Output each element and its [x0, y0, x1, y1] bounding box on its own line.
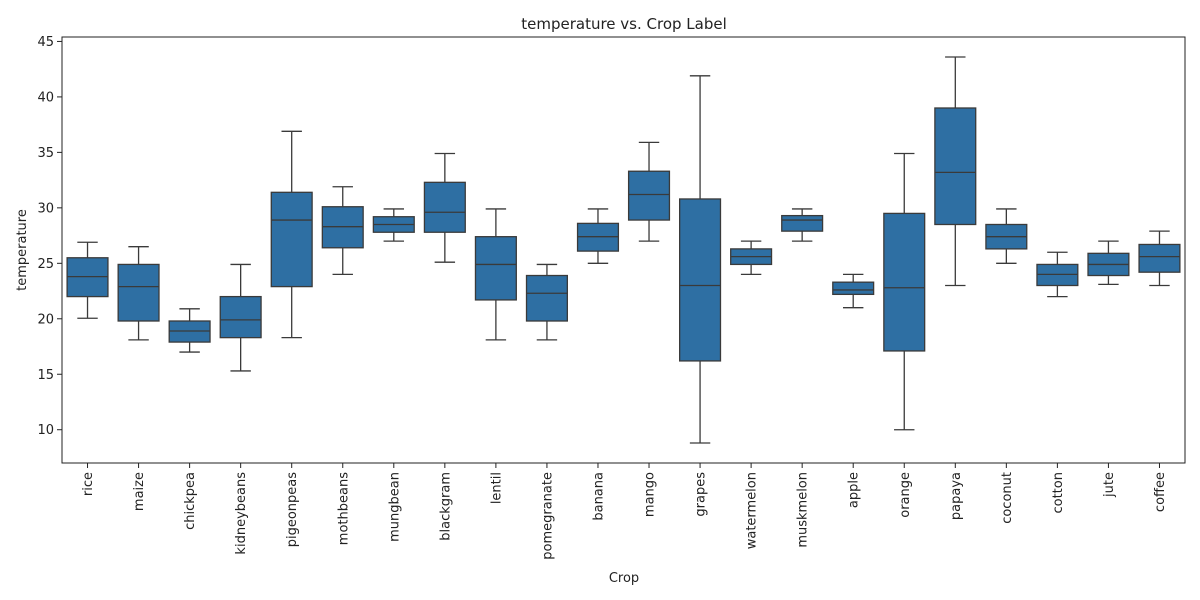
y-tick-label: 30	[37, 201, 54, 216]
box-chickpea	[168, 308, 211, 353]
iqr-box	[627, 170, 671, 221]
plot-area: 10 15 20 25 30 35 40 45 rice maize chickpea kidneyb…	[37, 35, 1186, 560]
box-lentil	[474, 208, 517, 341]
box-watermelon	[730, 240, 773, 276]
iqr-box	[934, 107, 977, 226]
box-cotton	[1036, 251, 1079, 298]
box-apple	[832, 273, 875, 309]
iqr-box	[832, 281, 875, 296]
y-tick-label: 45	[37, 35, 54, 50]
x-tick-label: jute	[1102, 472, 1117, 498]
box-mungbean	[372, 208, 415, 242]
box-papaya	[934, 56, 977, 287]
iqr-box	[883, 212, 926, 352]
x-tick-label: muskmelon	[796, 472, 811, 548]
x-tick-label: chickpea	[183, 472, 198, 530]
iqr-box	[474, 236, 517, 301]
iqr-box	[1138, 243, 1181, 273]
box-jute	[1087, 240, 1130, 286]
x-tick-label: orange	[898, 472, 913, 518]
x-tick-label: cotton	[1051, 472, 1066, 514]
box-orange	[883, 152, 926, 431]
iqr-box	[781, 214, 824, 232]
iqr-box	[219, 295, 262, 339]
box-rice	[66, 241, 109, 319]
box-coffee	[1138, 230, 1181, 287]
box-maize	[117, 246, 160, 341]
iqr-box	[525, 274, 568, 322]
chart-title: temperature vs. Crop Label	[521, 15, 727, 33]
x-tick-label: grapes	[694, 472, 709, 517]
box-pomegranate	[525, 263, 568, 341]
axes-frame	[61, 36, 1186, 464]
x-tick-label: mango	[643, 472, 658, 517]
box-kidneybeans	[219, 263, 262, 372]
x-tick-label: coconut	[1000, 472, 1015, 524]
box-coconut	[985, 208, 1028, 264]
iqr-box	[270, 191, 313, 288]
y-tick-label: 35	[37, 146, 54, 161]
box-mango	[627, 141, 671, 242]
box-banana	[576, 208, 620, 264]
y-tick-label: 20	[37, 312, 54, 327]
x-tick-label: watermelon	[745, 472, 760, 549]
x-tick-label: rice	[81, 472, 96, 496]
x-tick-label: pigeonpeas	[285, 472, 300, 548]
box-grapes	[679, 75, 722, 444]
x-tick-label: mothbeans	[336, 472, 351, 545]
box-pigeonpeas	[270, 130, 313, 339]
iqr-box	[679, 198, 722, 362]
x-tick-label: pomegranate	[540, 472, 555, 560]
y-tick-label: 40	[37, 90, 54, 105]
y-tick-label: 15	[37, 368, 54, 383]
x-tick-label: papaya	[949, 472, 964, 520]
x-tick-label: apple	[847, 472, 862, 508]
y-tick-label: 25	[37, 257, 54, 272]
iqr-box	[423, 181, 466, 233]
x-tick-label: blackgram	[438, 472, 453, 541]
x-tick-label: banana	[591, 472, 606, 521]
x-tick-label: kidneybeans	[234, 472, 249, 555]
y-tick-label: 10	[37, 423, 54, 438]
x-tick-label: maize	[132, 472, 147, 511]
box-muskmelon	[781, 208, 824, 242]
box-mothbeans	[321, 186, 364, 276]
x-tick-label: coffee	[1153, 472, 1168, 512]
box-blackgram	[423, 152, 466, 263]
x-tick-label: lentil	[489, 472, 504, 504]
y-axis-title: temperature	[15, 209, 30, 291]
x-axis-title: Crop	[609, 571, 639, 586]
iqr-box	[117, 263, 160, 322]
x-tick-label: mungbean	[387, 472, 402, 542]
